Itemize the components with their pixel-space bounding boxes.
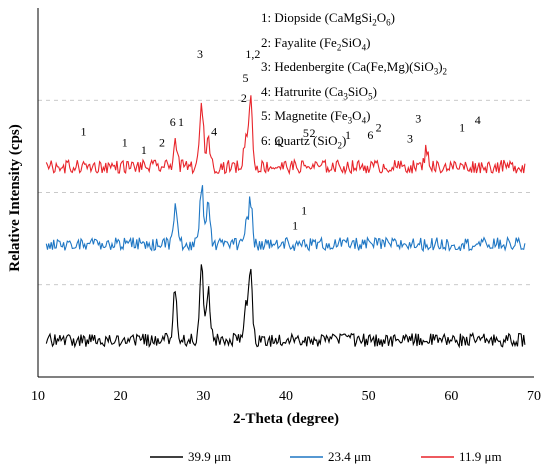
- peak-label: 1: [301, 204, 307, 218]
- phase-key-item: 5: Magnetite (Fe3O4): [261, 108, 371, 126]
- peak-label: 2: [241, 91, 247, 105]
- peak-label: 6: [367, 128, 373, 142]
- x-tick-labels: 10 20 30 40 50 60 70: [31, 389, 541, 404]
- legend-label: 11.9 μm: [459, 449, 502, 464]
- series-line: [45, 95, 526, 176]
- peak-label: 1: [459, 121, 465, 135]
- peak-label: 3: [407, 132, 413, 146]
- peak-label: 4: [275, 135, 281, 149]
- peak-label: 5: [303, 126, 309, 140]
- series-line: [45, 264, 526, 349]
- peak-label: 1,2: [245, 47, 260, 61]
- axes: [37, 8, 534, 378]
- peak-label: 2: [159, 135, 165, 149]
- phase-key-item: 2: Fayalite (Fe2SiO4): [261, 34, 371, 53]
- phase-key-item: 6: Quartz (SiO2): [261, 132, 347, 151]
- peak-label: 1: [292, 218, 298, 232]
- series-layer: [45, 95, 526, 349]
- x-tick-label: 40: [279, 389, 293, 404]
- x-tick-label: 20: [114, 389, 128, 404]
- peak-label: 1: [141, 143, 147, 157]
- phase-key-item: 3: Hedenbergite (Ca(Fe,Mg)(SiO3)2: [261, 59, 448, 77]
- peak-label: 1: [80, 124, 86, 138]
- peak-label: 5: [242, 71, 248, 85]
- phase-key-item: 4: Hatrurite (Ca3SiO5): [261, 83, 377, 102]
- x-axis-title: 2-Theta (degree): [233, 411, 339, 427]
- grid-lines: [38, 99, 534, 286]
- peak-label: 4: [475, 113, 481, 127]
- peak-label: 1: [178, 115, 184, 129]
- peak-label: 2: [376, 121, 382, 135]
- legend: 39.9 μm 23.4 μm 11.9 μm: [150, 449, 502, 464]
- x-tick-label: 10: [31, 389, 45, 404]
- phase-key-list: 1: Diopside (CaMgSi2O6) 2: Fayalite (Fe2S…: [261, 8, 447, 156]
- legend-label: 23.4 μm: [328, 449, 371, 464]
- peak-label: 4: [211, 124, 217, 138]
- peak-label: 1: [122, 135, 128, 149]
- x-tick-label: 30: [196, 389, 210, 404]
- phase-key-item: 1: Diopside (CaMgSi2O6): [261, 10, 395, 28]
- x-tick-label: 60: [444, 389, 458, 404]
- peak-label: 1: [345, 128, 351, 142]
- x-tick-label: 70: [527, 389, 541, 404]
- peak-label: 3: [415, 111, 421, 125]
- peak-label: 3: [197, 47, 203, 61]
- x-tick-label: 50: [362, 389, 376, 404]
- peak-label: 6: [170, 115, 176, 129]
- legend-label: 39.9 μm: [188, 449, 231, 464]
- series-line: [45, 185, 526, 253]
- y-axis-title: Relative Intensity (cps): [7, 124, 23, 271]
- peak-label: 2: [309, 126, 315, 140]
